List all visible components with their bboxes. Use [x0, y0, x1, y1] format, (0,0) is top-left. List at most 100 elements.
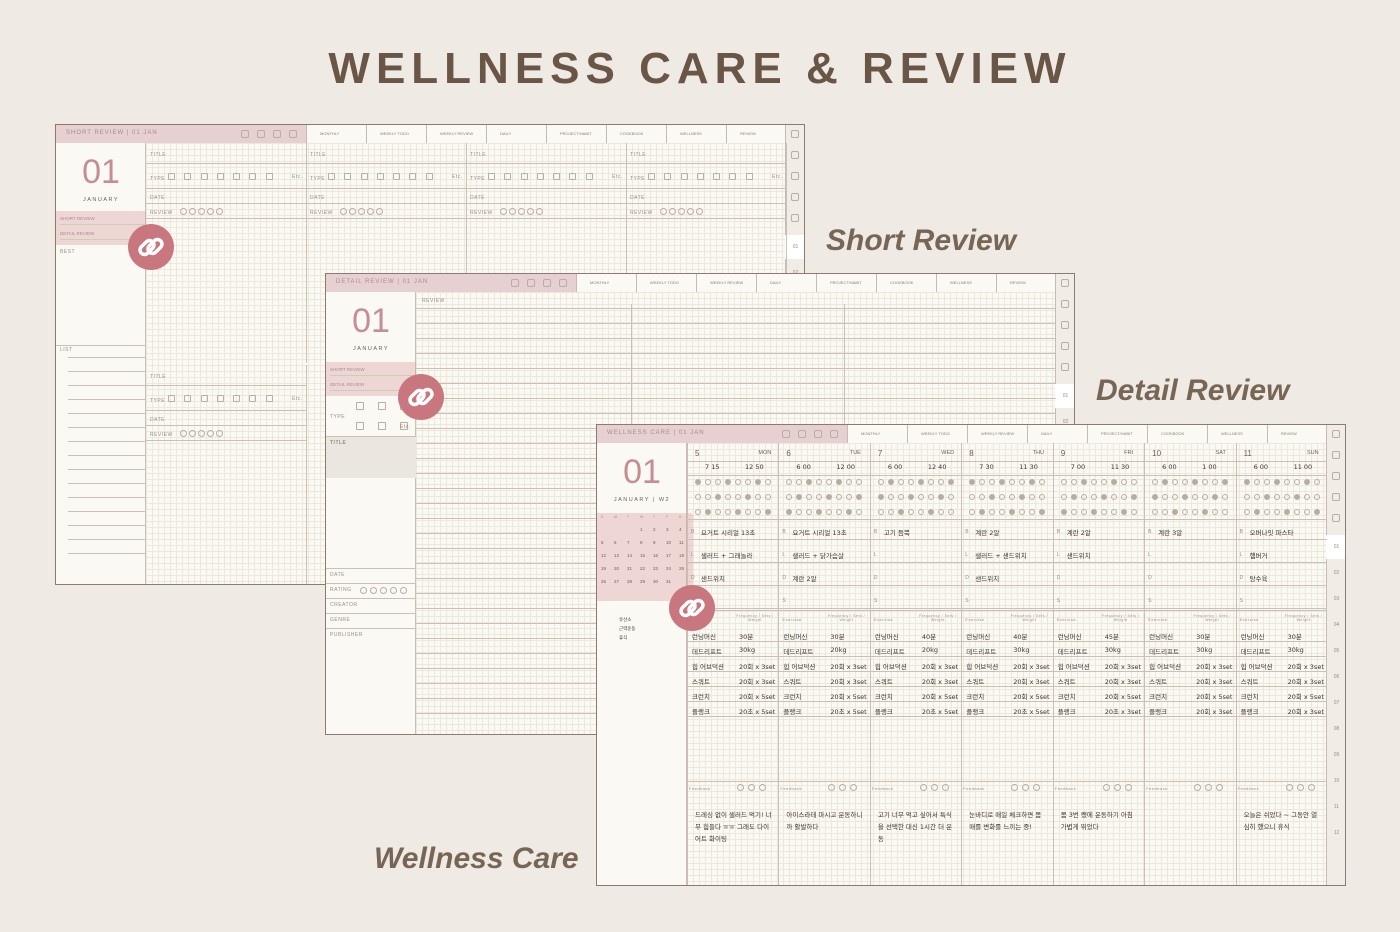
nav-tab-label[interactable]: WEEKLY REVIEW: [710, 280, 744, 285]
rating-face: [669, 208, 676, 215]
side-tab[interactable]: 11: [1333, 804, 1340, 810]
divider: [778, 671, 870, 672]
divider: [1235, 656, 1327, 657]
nav-tab-label[interactable]: PROJECT/HABIT: [1101, 431, 1133, 436]
exercise-name: 크런치: [783, 693, 802, 701]
nav-tab: [696, 274, 756, 292]
exercise-name: 데드리프트: [1240, 648, 1271, 656]
side-tab[interactable]: 01: [1055, 384, 1074, 408]
legend-note: 유산소: [619, 618, 632, 623]
caption: Wellness Care: [374, 842, 579, 875]
nav-tab-label[interactable]: WEEKLY TODO: [921, 431, 950, 436]
side-tab[interactable]: 02: [1333, 570, 1340, 576]
tracker-dot: [806, 494, 813, 500]
calendar-day: 1: [640, 527, 643, 532]
divider: [1144, 585, 1236, 586]
side-tab[interactable]: 04: [1333, 622, 1340, 628]
nav-tab-label[interactable]: PROJECT/HABIT: [560, 131, 592, 136]
nav-tab-label[interactable]: MONTHLY: [590, 280, 610, 285]
nav-tab-label[interactable]: WELLNESS: [950, 280, 972, 285]
tracker-dot: [1060, 509, 1067, 515]
tracker-dot: [1152, 509, 1159, 515]
nav-tab-label[interactable]: WELLNESS: [680, 131, 702, 136]
tracker-dot: [1100, 494, 1107, 500]
type-icon: [378, 422, 386, 430]
tracker-dot: [725, 479, 731, 485]
nav-tab-label[interactable]: COOKBOOK: [620, 131, 644, 136]
mood-face: [1194, 784, 1202, 791]
icon: [289, 130, 297, 138]
nav-tab-label[interactable]: COOKBOOK: [1161, 431, 1185, 436]
tracker-dot: [846, 494, 853, 500]
nav-tab-label[interactable]: PROJECT/HABIT: [830, 280, 862, 285]
nav-tab: [726, 125, 786, 143]
day-name: FRI: [1124, 450, 1134, 456]
menu-item[interactable]: DETAIL REVIEW: [60, 228, 144, 240]
side-tab[interactable]: 12: [1333, 830, 1340, 836]
nav-tab-label[interactable]: REVIEW: [1010, 280, 1026, 285]
exercise-sets: 20초 x 3set: [1104, 708, 1142, 716]
mood-face: [1205, 784, 1213, 791]
nav-tab-label[interactable]: WEEKLY TODO: [650, 280, 679, 285]
rating-face: [189, 430, 196, 437]
side-tab[interactable]: 01: [1326, 535, 1345, 559]
nav-tab-label[interactable]: DAILY: [770, 280, 782, 285]
nav-tab-label[interactable]: COOKBOOK: [890, 280, 914, 285]
divider: [146, 188, 306, 189]
side-tab[interactable]: 10: [1333, 778, 1340, 784]
rating-face: [527, 208, 534, 215]
month-label: JANUARY: [352, 346, 390, 352]
side-tab[interactable]: 08: [1333, 726, 1340, 732]
side-tab[interactable]: 05: [1333, 648, 1340, 654]
nav-tab: [996, 274, 1056, 292]
nav-tab-label[interactable]: DAILY: [1041, 431, 1053, 436]
col-header: Frequency / Sets / Weight: [1193, 614, 1231, 622]
divider: [306, 203, 466, 204]
divider: [416, 323, 1056, 324]
divider: [1052, 716, 1145, 717]
field-label: DATE: [330, 572, 345, 578]
link-glyph: [138, 237, 164, 257]
side-tab[interactable]: 07: [1333, 700, 1340, 706]
nav-tab-label[interactable]: WELLNESS: [1221, 431, 1243, 436]
nav-tab-label[interactable]: WEEKLY TODO: [380, 131, 409, 136]
divider: [687, 656, 779, 657]
nav-tab-label[interactable]: DAILY: [500, 131, 512, 136]
divider: [1144, 671, 1236, 672]
nav-tab-label[interactable]: MONTHLY: [861, 431, 881, 436]
divider: [1235, 443, 1237, 885]
nav-tab-label[interactable]: WEEKLY REVIEW: [981, 431, 1015, 436]
side-tab[interactable]: 02: [1062, 419, 1069, 425]
side-tab[interactable]: 06: [1333, 674, 1340, 680]
nav-tab: [847, 425, 907, 443]
divider: [68, 371, 146, 372]
type-icon: [356, 422, 364, 430]
side-tab[interactable]: 09: [1333, 752, 1340, 758]
rating-face: [678, 208, 685, 215]
field-label: DATE: [150, 195, 165, 201]
nav-tab-label[interactable]: MONTHLY: [320, 131, 340, 136]
field-label: TITLE: [630, 152, 647, 158]
tracker-dot: [1080, 479, 1087, 485]
menu-item[interactable]: SHORT REVIEW: [330, 364, 414, 376]
meal-note: 오버나잇 파스타: [1249, 529, 1294, 537]
field-label: TYPE: [150, 176, 166, 182]
feedback-label: Feedback: [689, 786, 711, 791]
tracker-dot: [806, 479, 813, 485]
field-label: TYPE: [330, 414, 346, 420]
calendar-day: 16: [653, 553, 659, 558]
divider: [1144, 641, 1236, 642]
side-tab[interactable]: 03: [1333, 596, 1340, 602]
menu-item[interactable]: SHORT REVIEW: [60, 213, 144, 225]
nav-tab-label[interactable]: REVIEW: [740, 131, 756, 136]
menu-item[interactable]: DETAIL REVIEW: [330, 379, 414, 391]
meal-label: L: [873, 552, 878, 558]
meal-note: 햄버거: [1249, 552, 1268, 560]
rating-face: [509, 208, 516, 215]
tracker-dot: [806, 509, 813, 515]
nav-tab-label[interactable]: WEEKLY REVIEW: [440, 131, 474, 136]
tracker-dot: [1253, 509, 1260, 515]
nav-tab-label[interactable]: REVIEW: [1281, 431, 1297, 436]
side-tab[interactable]: 01: [785, 235, 804, 259]
calendar-day: 28: [627, 579, 633, 584]
